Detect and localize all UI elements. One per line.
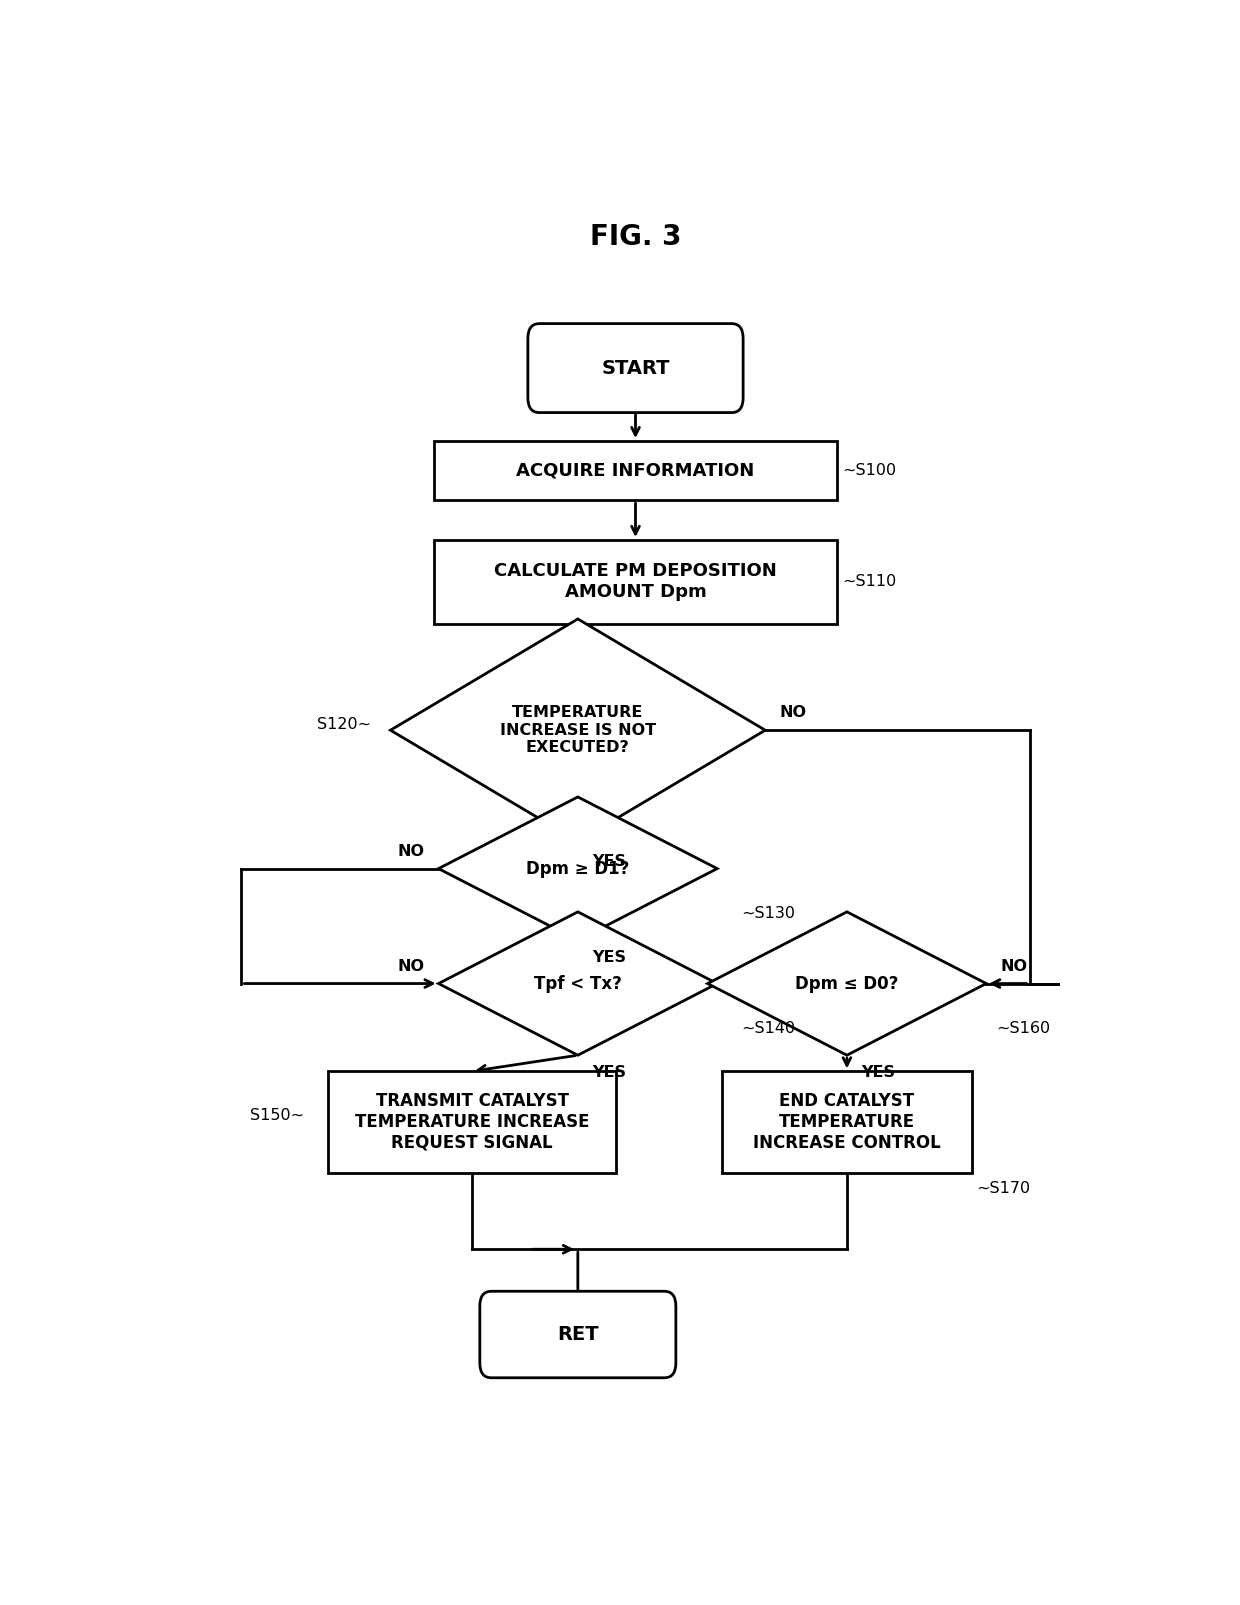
FancyBboxPatch shape <box>528 324 743 412</box>
Bar <box>722 1071 972 1173</box>
Text: NO: NO <box>397 844 424 859</box>
Polygon shape <box>391 620 765 841</box>
Text: NO: NO <box>1001 958 1028 974</box>
Text: S120~: S120~ <box>317 716 371 732</box>
Text: TEMPERATURE
INCREASE IS NOT
EXECUTED?: TEMPERATURE INCREASE IS NOT EXECUTED? <box>500 705 656 754</box>
Text: ~S160: ~S160 <box>996 1021 1050 1035</box>
Text: Dpm ≥ D1?: Dpm ≥ D1? <box>526 860 630 878</box>
Polygon shape <box>708 912 986 1054</box>
Text: NO: NO <box>780 705 807 721</box>
Text: END CATALYST
TEMPERATURE
INCREASE CONTROL: END CATALYST TEMPERATURE INCREASE CONTRO… <box>753 1091 941 1152</box>
Text: ~S130: ~S130 <box>742 905 795 921</box>
Text: TRANSMIT CATALYST
TEMPERATURE INCREASE
REQUEST SIGNAL: TRANSMIT CATALYST TEMPERATURE INCREASE R… <box>355 1091 589 1152</box>
Polygon shape <box>439 912 717 1054</box>
Text: ~S140: ~S140 <box>742 1021 795 1035</box>
Text: RET: RET <box>557 1326 599 1343</box>
FancyBboxPatch shape <box>480 1292 676 1377</box>
Text: Dpm ≤ D0?: Dpm ≤ D0? <box>795 974 899 992</box>
Bar <box>434 441 837 501</box>
Text: Tpf < Tx?: Tpf < Tx? <box>534 974 621 992</box>
Bar <box>327 1071 616 1173</box>
Text: START: START <box>601 358 670 377</box>
Text: YES: YES <box>593 1066 626 1080</box>
Text: FIG. 3: FIG. 3 <box>590 223 681 252</box>
Text: YES: YES <box>593 854 626 868</box>
Text: ~S110: ~S110 <box>842 575 897 589</box>
Polygon shape <box>439 798 717 941</box>
Text: S150~: S150~ <box>249 1109 304 1123</box>
Text: ~S170: ~S170 <box>977 1181 1030 1196</box>
Text: ACQUIRE INFORMATION: ACQUIRE INFORMATION <box>516 462 755 480</box>
Text: NO: NO <box>397 958 424 974</box>
Text: ~S100: ~S100 <box>842 464 897 478</box>
Bar <box>434 539 837 624</box>
Text: YES: YES <box>593 950 626 965</box>
Text: CALCULATE PM DEPOSITION
AMOUNT Dpm: CALCULATE PM DEPOSITION AMOUNT Dpm <box>494 562 777 602</box>
Text: YES: YES <box>862 1066 895 1080</box>
